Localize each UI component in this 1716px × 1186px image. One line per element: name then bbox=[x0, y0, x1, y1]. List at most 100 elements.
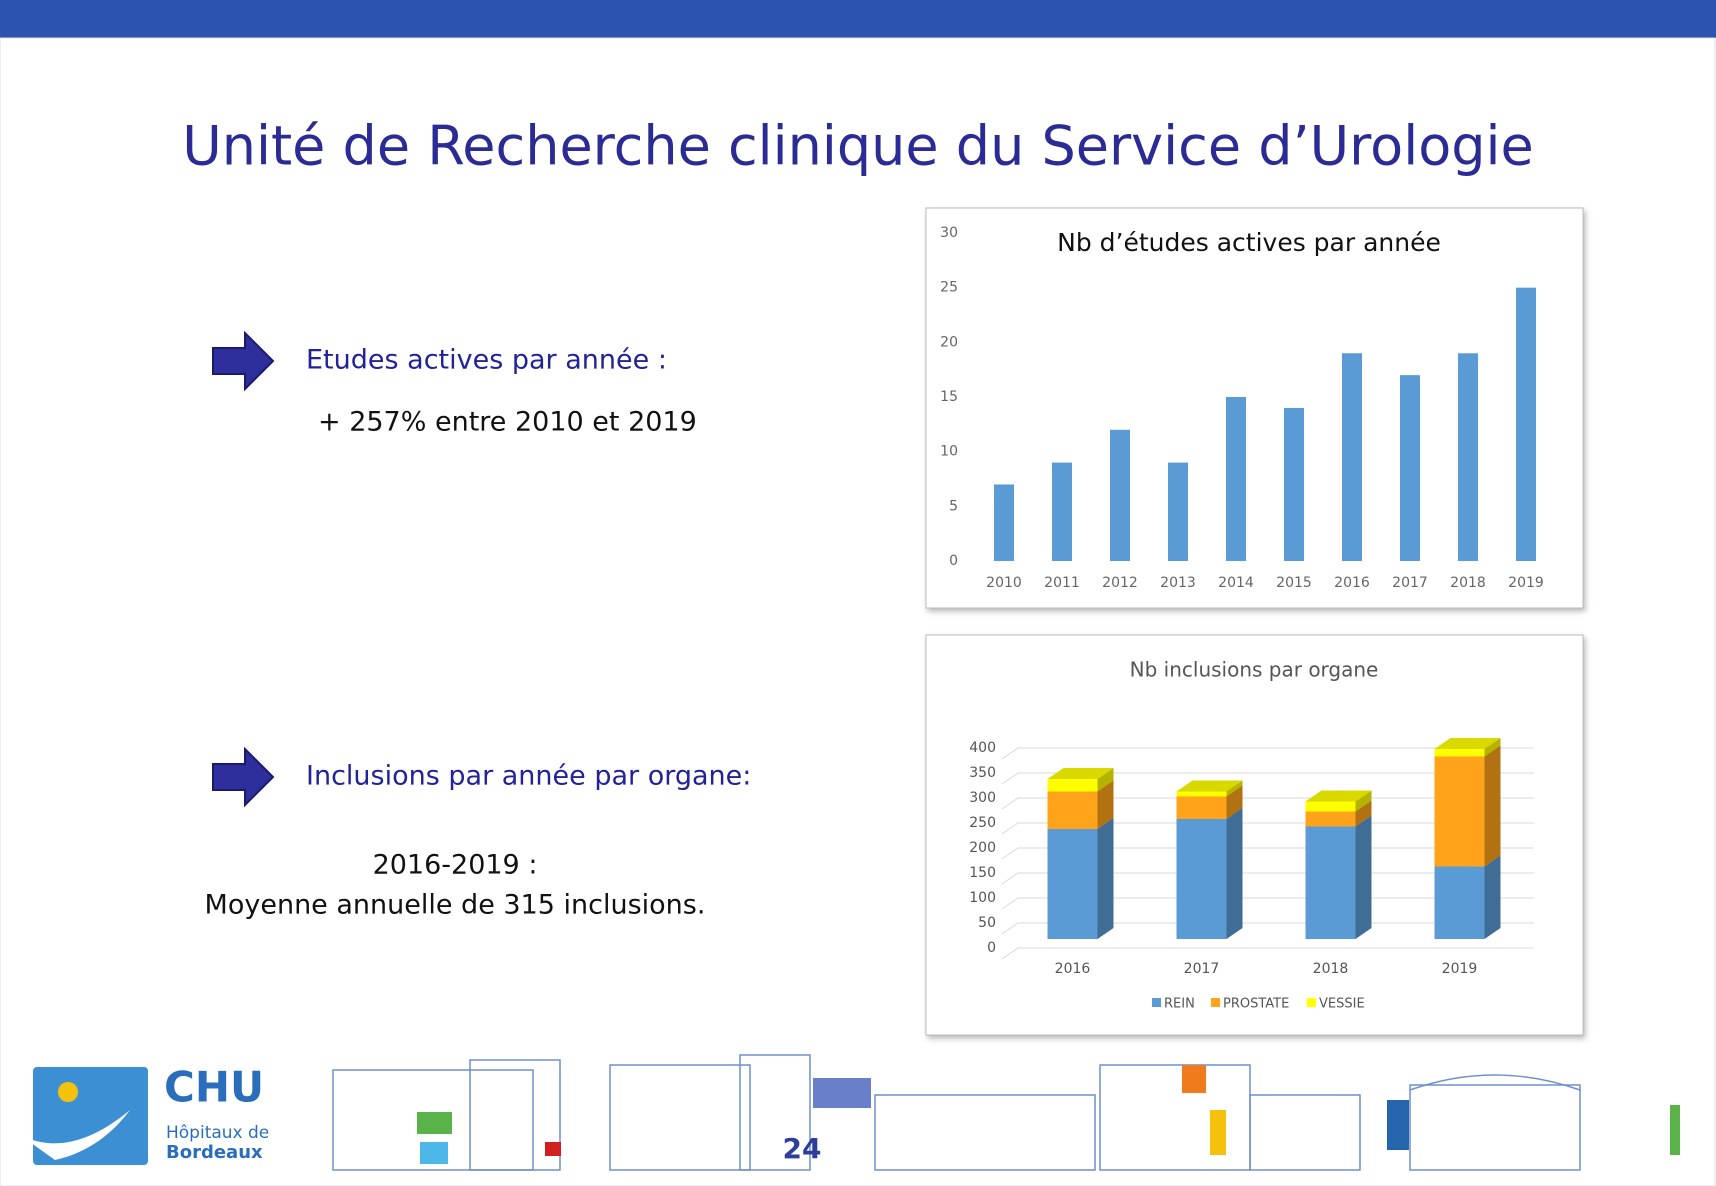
x-tick-label: 2017 bbox=[1184, 961, 1220, 977]
x-tick-label: 2013 bbox=[1160, 575, 1196, 591]
bar-side bbox=[1355, 790, 1372, 812]
x-tick-label: 2011 bbox=[1044, 575, 1080, 591]
bar-side bbox=[1097, 768, 1114, 792]
chart-title: Nb inclusions par organe bbox=[1130, 658, 1379, 682]
x-tick-label: 2018 bbox=[1313, 961, 1349, 977]
bar-segment bbox=[1434, 756, 1485, 867]
section-text: Moyenne annuelle de 315 inclusions. bbox=[205, 890, 706, 921]
section-heading: Inclusions par année par organe: bbox=[306, 761, 751, 792]
bar-segment bbox=[1176, 819, 1227, 939]
y-tick-label: 50 bbox=[978, 915, 996, 931]
y-tick-label: 0 bbox=[949, 553, 958, 569]
x-tick-label: 2015 bbox=[1276, 575, 1312, 591]
x-tick-label: 2016 bbox=[1334, 575, 1370, 591]
y-tick-label: 0 bbox=[987, 940, 996, 956]
bar-segment bbox=[1047, 791, 1098, 829]
y-tick-label: 400 bbox=[969, 740, 996, 756]
slide-title: Unité de Recherche clinique du Service d… bbox=[182, 115, 1534, 178]
bar-segment bbox=[1176, 796, 1227, 819]
bar-side bbox=[1355, 815, 1372, 939]
y-tick-label: 150 bbox=[969, 865, 996, 881]
bar-side bbox=[1226, 785, 1243, 819]
y-tick-label: 15 bbox=[940, 389, 958, 405]
bar bbox=[1052, 462, 1072, 561]
bar-segment bbox=[1305, 811, 1356, 827]
y-tick-label: 200 bbox=[969, 840, 996, 856]
bar bbox=[1168, 462, 1188, 561]
bar bbox=[1110, 429, 1130, 561]
bar bbox=[994, 484, 1014, 561]
bar-segment bbox=[1305, 826, 1356, 939]
y-tick-label: 350 bbox=[969, 765, 996, 781]
section-heading: Etudes actives par année : bbox=[306, 345, 667, 376]
section-text: 2016-2019 : bbox=[373, 850, 538, 881]
bar bbox=[1226, 397, 1246, 561]
bar bbox=[1284, 407, 1304, 561]
x-tick-label: 2010 bbox=[986, 575, 1022, 591]
legend-label: PROSTATE bbox=[1223, 997, 1289, 1012]
y-tick-label: 10 bbox=[940, 444, 958, 460]
legend-swatch bbox=[1152, 998, 1161, 1007]
footer-deco bbox=[813, 1078, 871, 1108]
bar-segment bbox=[1176, 791, 1227, 797]
footer-deco bbox=[1387, 1100, 1409, 1150]
bar-side bbox=[1484, 738, 1501, 757]
bar-top bbox=[1305, 790, 1372, 802]
x-tick-label: 2019 bbox=[1508, 575, 1544, 591]
logo-hand bbox=[20, 1110, 130, 1160]
footer-deco bbox=[420, 1142, 448, 1164]
logo-sun bbox=[58, 1082, 78, 1102]
bar-segment bbox=[1047, 829, 1098, 939]
legend-swatch bbox=[1211, 998, 1220, 1007]
y-tick-label: 250 bbox=[969, 815, 996, 831]
x-tick-label: 2014 bbox=[1218, 575, 1254, 591]
y-tick-label: 30 bbox=[940, 225, 958, 241]
bar bbox=[1400, 375, 1420, 561]
legend-swatch bbox=[1307, 998, 1316, 1007]
bar-side bbox=[1097, 780, 1114, 829]
bar-side bbox=[1226, 780, 1243, 797]
legend-label: REIN bbox=[1164, 997, 1195, 1012]
bar-segment bbox=[1434, 866, 1485, 939]
bar-side bbox=[1226, 808, 1243, 939]
page-number: 24 bbox=[783, 1132, 822, 1165]
chart-title: Nb d’études actives par année bbox=[1057, 228, 1441, 257]
bar bbox=[1342, 353, 1362, 561]
y-tick-label: 5 bbox=[949, 498, 958, 514]
arrow-icon bbox=[212, 330, 275, 392]
bar-side bbox=[1355, 800, 1372, 827]
y-tick-label: 100 bbox=[969, 890, 996, 906]
logo-text: Bordeaux bbox=[166, 1142, 263, 1163]
grid-line bbox=[1001, 947, 1534, 960]
arrow-icon bbox=[212, 746, 275, 808]
bar-top bbox=[1434, 738, 1501, 749]
x-tick-label: 2012 bbox=[1102, 575, 1138, 591]
footer-deco bbox=[1210, 1110, 1226, 1155]
grid-line bbox=[1001, 772, 1534, 785]
bar-top bbox=[1047, 768, 1114, 779]
legend-label: VESSIE bbox=[1319, 997, 1365, 1012]
x-tick-label: 2018 bbox=[1450, 575, 1486, 591]
bar-top bbox=[1176, 780, 1243, 792]
bar-segment bbox=[1305, 801, 1356, 812]
logo-name: CHU bbox=[164, 1063, 264, 1112]
top-band bbox=[0, 0, 1716, 38]
footer-buildings bbox=[332, 1054, 1581, 1171]
grid-line bbox=[1001, 747, 1534, 760]
footer-deco bbox=[417, 1112, 452, 1134]
chart-frame bbox=[925, 207, 1584, 609]
footer-deco bbox=[1670, 1105, 1680, 1155]
bar-side bbox=[1484, 855, 1501, 939]
footer-deco bbox=[545, 1142, 561, 1156]
section-text: + 257% entre 2010 et 2019 bbox=[318, 407, 697, 438]
footer-deco bbox=[1182, 1065, 1206, 1093]
bar-side bbox=[1097, 818, 1114, 939]
y-tick-label: 25 bbox=[940, 280, 958, 296]
y-tick-label: 300 bbox=[969, 790, 996, 806]
y-tick-label: 20 bbox=[940, 334, 958, 350]
bar-side bbox=[1484, 745, 1501, 867]
bar bbox=[1458, 353, 1478, 561]
bar-segment bbox=[1047, 779, 1098, 792]
